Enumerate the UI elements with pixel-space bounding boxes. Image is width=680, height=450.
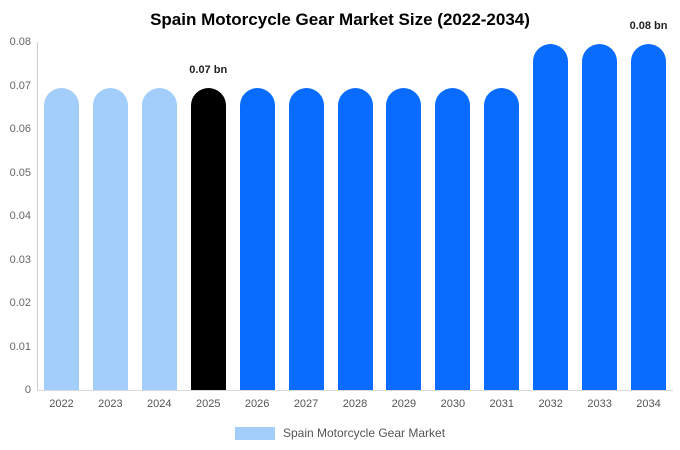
x-label-2028: 2028 xyxy=(342,398,368,410)
x-label-2026: 2026 xyxy=(244,398,270,410)
bar-2029[interactable] xyxy=(386,87,422,390)
y-tick-0.08: 0.08 xyxy=(9,36,31,48)
y-axis-line xyxy=(37,42,38,390)
bar-2022[interactable] xyxy=(43,87,79,390)
y-tick-0.02: 0.02 xyxy=(9,297,31,309)
x-label-2030: 2030 xyxy=(440,398,466,410)
bar-2033[interactable] xyxy=(582,44,618,390)
x-label-2022: 2022 xyxy=(49,398,74,410)
bar-2032[interactable] xyxy=(533,44,569,390)
bar-2027[interactable] xyxy=(288,87,324,390)
x-label-2023: 2023 xyxy=(98,398,123,410)
bar-2030[interactable] xyxy=(435,87,471,390)
y-tick-0.05: 0.05 xyxy=(9,166,31,179)
legend-label: Spain Motorcycle Gear Market xyxy=(282,426,446,440)
x-label-2027: 2027 xyxy=(293,398,319,410)
legend-swatch xyxy=(234,426,275,440)
y-tick-0: 0 xyxy=(24,384,31,396)
y-tick-0.06: 0.06 xyxy=(9,123,31,135)
bar-2024[interactable] xyxy=(141,87,177,390)
x-label-2024: 2024 xyxy=(147,398,172,410)
bar-2025[interactable] xyxy=(190,87,226,390)
x-label-2033: 2033 xyxy=(587,398,612,410)
bar-2026[interactable] xyxy=(239,87,275,390)
bar-2028[interactable] xyxy=(337,87,373,390)
bar-2034[interactable] xyxy=(631,44,667,390)
y-tick-0.01: 0.01 xyxy=(9,340,31,353)
chart-title: Spain Motorcycle Gear Market Size (2022-… xyxy=(150,10,530,29)
x-label-2029: 2029 xyxy=(391,398,417,410)
y-tick-0.07: 0.07 xyxy=(9,79,31,92)
x-label-2032: 2032 xyxy=(538,398,563,410)
x-label-2025: 2025 xyxy=(195,398,221,410)
bar-2031[interactable] xyxy=(484,87,520,390)
bar-2023[interactable] xyxy=(92,87,128,390)
x-axis-line xyxy=(37,390,673,391)
x-label-2034: 2034 xyxy=(636,398,661,410)
x-label-2031: 2031 xyxy=(489,398,514,410)
value-label-2034: 0.08 bn xyxy=(629,20,668,33)
y-tick-0.03: 0.03 xyxy=(9,253,31,266)
legend-item[interactable]: Spain Motorcycle Gear Market xyxy=(0,426,680,440)
y-tick-0.04: 0.04 xyxy=(9,210,31,222)
value-label-2025: 0.07 bn xyxy=(189,63,228,76)
